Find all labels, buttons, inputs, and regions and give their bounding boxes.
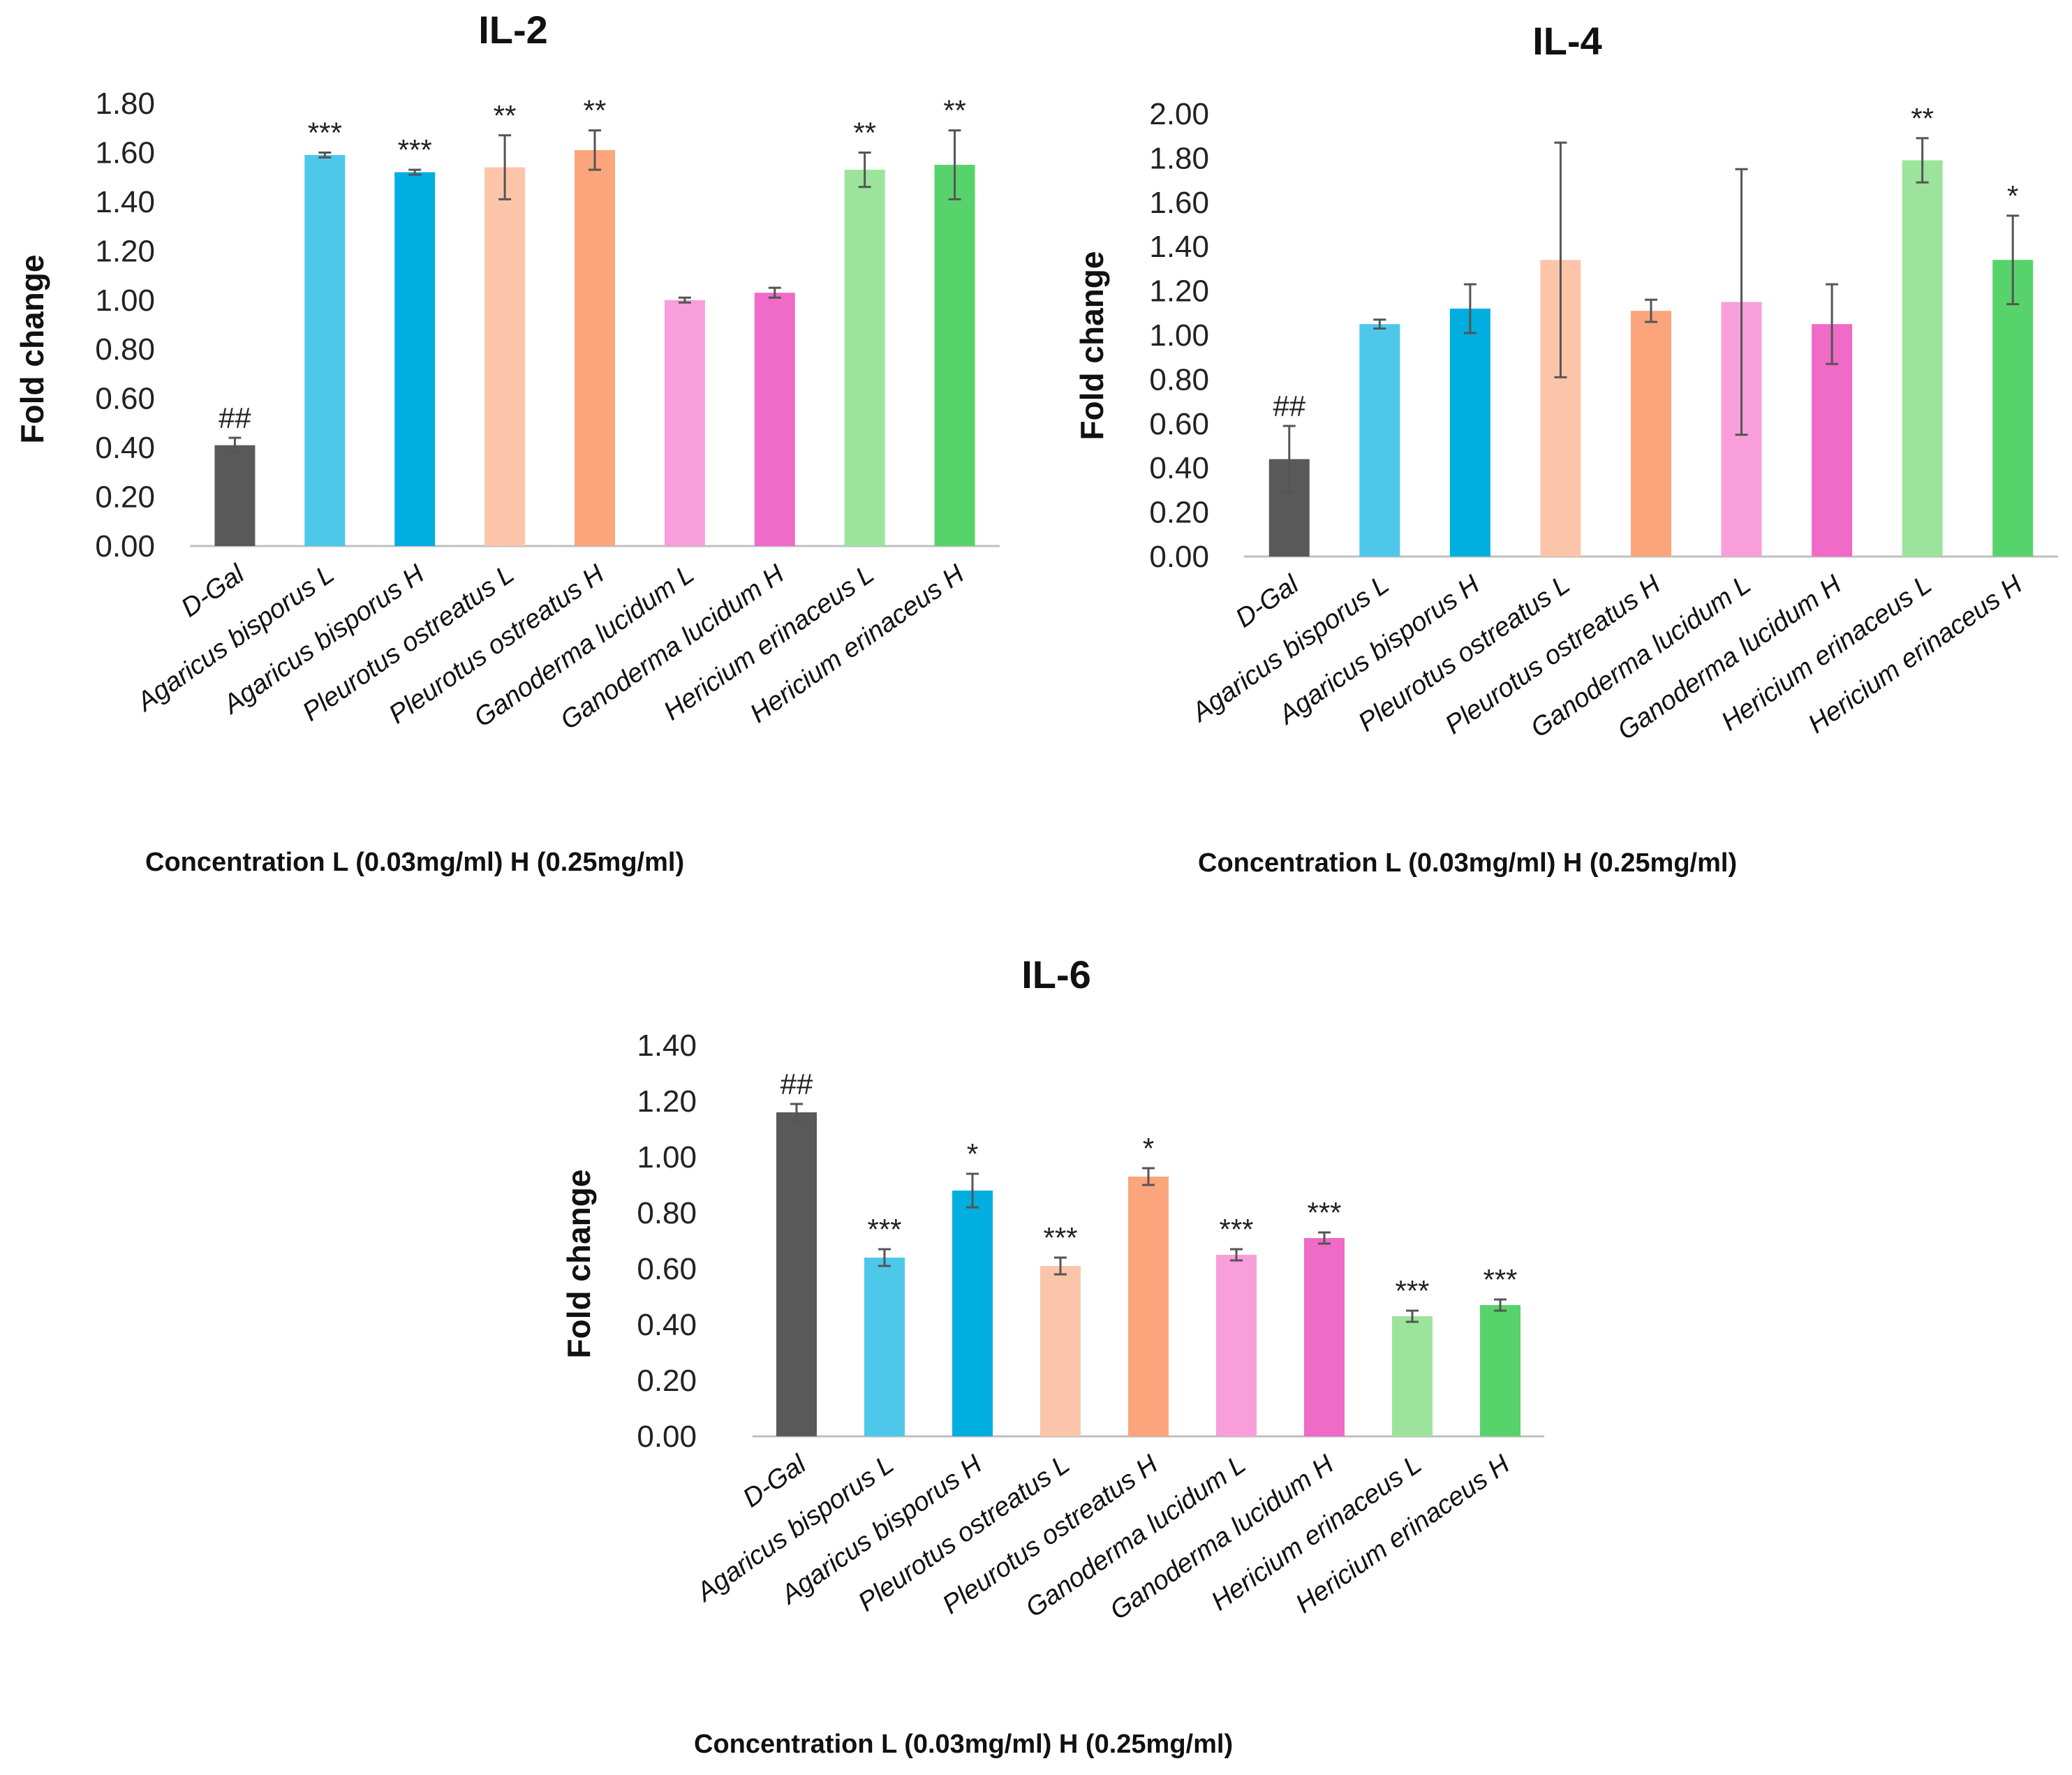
- y-tick-label: 0.00: [637, 1420, 697, 1454]
- bar: [754, 293, 795, 546]
- y-tick-label: 0.60: [637, 1252, 697, 1286]
- bar: [304, 154, 346, 546]
- il2-chart: IL-2 Fold change Concentration L (0.03mg…: [14, 8, 1000, 877]
- bar: [1902, 160, 1943, 557]
- x-axis-label: Concentration L (0.03mg/ml) H (0.25mg/ml…: [694, 1730, 1233, 1759]
- y-tick-label: 1.80: [95, 87, 155, 121]
- significance-label: *: [967, 1137, 978, 1170]
- significance-label: **: [1911, 102, 1934, 135]
- significance-label: **: [853, 116, 876, 149]
- bar: [844, 170, 885, 547]
- significance-label: **: [584, 94, 607, 127]
- y-tick-label: 0.80: [637, 1196, 697, 1230]
- bar: [1359, 324, 1400, 557]
- chart-title: IL-6: [1021, 952, 1091, 996]
- bar: [394, 172, 436, 547]
- y-tick-label: 0.60: [1149, 407, 1209, 441]
- bar: [1304, 1238, 1345, 1436]
- y-tick-label: 0.80: [1149, 362, 1209, 397]
- y-axis-label: Fold change: [14, 255, 50, 444]
- bar: [864, 1258, 905, 1436]
- y-tick-label: 1.60: [1149, 186, 1209, 220]
- bar: [934, 165, 975, 547]
- bar: [1449, 308, 1490, 557]
- x-tick-label: D-Gal: [1231, 569, 1305, 633]
- significance-label: ***: [867, 1213, 901, 1246]
- significance-label: **: [494, 99, 517, 132]
- bar: [776, 1112, 817, 1436]
- significance-label: ***: [1307, 1196, 1341, 1229]
- significance-label: **: [943, 94, 966, 127]
- y-tick-label: 1.40: [95, 185, 155, 219]
- y-tick-label: 0.00: [95, 529, 155, 564]
- x-tick-label: D-Gal: [738, 1449, 813, 1513]
- chart-title: IL-4: [1532, 19, 1602, 63]
- y-tick-label: 1.40: [1149, 230, 1209, 264]
- y-tick-label: 1.20: [637, 1084, 697, 1119]
- bar: [1392, 1316, 1433, 1436]
- y-tick-label: 1.00: [637, 1140, 697, 1174]
- y-tick-label: 0.20: [95, 480, 155, 515]
- y-tick-label: 2.00: [1149, 97, 1209, 131]
- significance-label: ##: [780, 1068, 813, 1100]
- bar: [1216, 1255, 1257, 1436]
- y-axis-label: Fold change: [1074, 251, 1110, 441]
- significance-label: ***: [308, 116, 342, 149]
- y-tick-label: 1.40: [637, 1029, 697, 1063]
- bar: [1631, 311, 1671, 557]
- y-tick-label: 1.60: [95, 135, 155, 170]
- bar: [214, 445, 256, 546]
- bar: [1040, 1266, 1081, 1436]
- significance-label: *: [1143, 1132, 1154, 1165]
- chart-title: IL-2: [478, 8, 548, 52]
- significance-label: ##: [1273, 390, 1305, 422]
- y-tick-label: 1.00: [95, 283, 155, 318]
- il4-chart: IL-4 Fold change Concentration L (0.03mg…: [1074, 19, 2058, 878]
- bar: [1128, 1177, 1169, 1436]
- y-tick-label: 1.80: [1149, 141, 1209, 175]
- bar: [575, 149, 615, 546]
- bar: [952, 1191, 993, 1436]
- x-axis-label: Concentration L (0.03mg/ml) H (0.25mg/ml…: [145, 848, 684, 877]
- significance-label: ##: [219, 402, 251, 434]
- significance-label: *: [2007, 179, 2018, 212]
- il6-chart: IL-6 Fold change Concentration L (0.03mg…: [561, 952, 1544, 1759]
- x-axis-label: Concentration L (0.03mg/ml) H (0.25mg/ml…: [1198, 848, 1737, 878]
- y-tick-label: 0.40: [1149, 451, 1209, 485]
- y-tick-label: 0.20: [637, 1364, 697, 1398]
- significance-label: ***: [1395, 1274, 1429, 1307]
- y-tick-label: 0.80: [95, 332, 155, 367]
- y-tick-label: 0.60: [95, 382, 155, 416]
- significance-label: ***: [398, 133, 432, 166]
- y-tick-label: 1.00: [1149, 318, 1209, 353]
- y-tick-label: 1.20: [95, 234, 155, 268]
- y-tick-label: 0.00: [1149, 540, 1209, 574]
- significance-label: ***: [1219, 1213, 1253, 1246]
- bar: [1992, 260, 2034, 557]
- bar: [484, 167, 526, 547]
- significance-label: ***: [1483, 1263, 1517, 1296]
- x-tick-label: D-Gal: [176, 559, 251, 623]
- y-axis-label: Fold change: [561, 1170, 597, 1359]
- bar: [664, 300, 705, 546]
- significance-label: ***: [1043, 1221, 1077, 1254]
- y-tick-label: 1.20: [1149, 274, 1209, 309]
- bar: [1480, 1305, 1520, 1436]
- y-tick-label: 0.40: [637, 1308, 697, 1342]
- y-tick-label: 0.40: [95, 431, 155, 465]
- y-tick-label: 0.20: [1149, 496, 1209, 530]
